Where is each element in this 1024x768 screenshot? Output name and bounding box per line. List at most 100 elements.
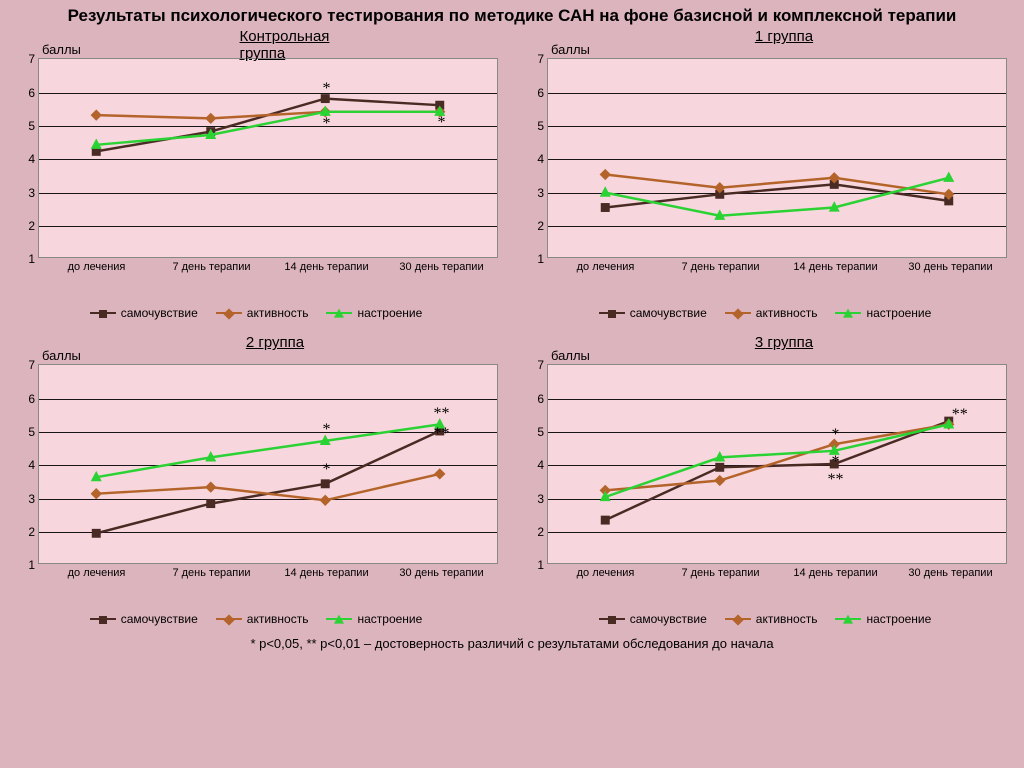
legend-swatch	[599, 618, 625, 620]
legend-swatch	[326, 312, 352, 314]
legend-item: настроение	[326, 306, 422, 320]
y-tick: 7	[537, 358, 548, 372]
chart-area: 1234567до лечения7 день терапии14 день т…	[8, 348, 504, 632]
panel-title: 2 группа	[246, 334, 304, 351]
series-svg	[39, 365, 497, 563]
y-tick: 2	[537, 525, 548, 539]
x-tick: 7 день терапии	[172, 257, 250, 273]
legend-item: активность	[725, 612, 818, 626]
legend-swatch	[725, 312, 751, 314]
chart-panel: 3 группабаллы1234567до лечения7 день тер…	[517, 334, 1016, 632]
y-tick: 5	[28, 119, 39, 133]
legend-label: настроение	[357, 612, 422, 626]
legend-swatch	[326, 618, 352, 620]
legend-marker	[334, 615, 344, 624]
legend-marker	[732, 615, 743, 626]
x-tick: 30 день терапии	[399, 257, 483, 273]
chart-area: 1234567до лечения7 день терапии14 день т…	[8, 42, 504, 326]
legend: самочувствие активность настроение	[8, 306, 504, 320]
y-tick: 2	[537, 219, 548, 233]
y-tick: 6	[537, 392, 548, 406]
y-tick: 3	[28, 186, 39, 200]
y-tick: 2	[28, 219, 39, 233]
footnote: * p<0,05, ** p<0,01 – достоверность разл…	[8, 636, 1016, 651]
x-tick: 7 день терапии	[681, 563, 759, 579]
series-svg	[548, 59, 1006, 257]
x-tick: до лечения	[577, 563, 635, 579]
chart-area: 1234567до лечения7 день терапии14 день т…	[517, 42, 1013, 326]
series-svg	[548, 365, 1006, 563]
legend-item: активность	[216, 306, 309, 320]
legend-swatch	[216, 312, 242, 314]
legend-marker	[223, 309, 234, 320]
legend-marker	[223, 615, 234, 626]
y-tick: 1	[28, 252, 39, 266]
y-tick: 3	[537, 186, 548, 200]
legend-marker	[99, 310, 107, 318]
legend-item: настроение	[835, 306, 931, 320]
legend-label: настроение	[866, 612, 931, 626]
x-tick: 30 день терапии	[399, 563, 483, 579]
x-tick: до лечения	[68, 563, 126, 579]
legend: самочувствие активность настроение	[517, 612, 1013, 626]
plot-region: 1234567до лечения7 день терапии14 день т…	[38, 364, 498, 564]
chart-area: 1234567до лечения7 день терапии14 день т…	[517, 348, 1013, 632]
legend-label: активность	[247, 612, 309, 626]
y-tick: 4	[537, 458, 548, 472]
y-tick: 5	[537, 119, 548, 133]
chart-grid: Контрольная группабаллы1234567до лечения…	[8, 28, 1016, 632]
chart-panel: Контрольная группабаллы1234567до лечения…	[8, 28, 507, 326]
x-tick: 30 день терапии	[908, 257, 992, 273]
x-tick: 14 день терапии	[793, 257, 877, 273]
y-tick: 3	[28, 492, 39, 506]
page: Результаты психологического тестирования…	[0, 0, 1024, 768]
legend-marker	[99, 616, 107, 624]
legend-item: активность	[216, 612, 309, 626]
legend-label: самочувствие	[630, 612, 707, 626]
main-title: Результаты психологического тестирования…	[8, 6, 1016, 26]
y-tick: 6	[28, 392, 39, 406]
y-tick: 4	[28, 458, 39, 472]
legend-swatch	[599, 312, 625, 314]
legend-marker	[732, 309, 743, 320]
y-tick: 1	[537, 252, 548, 266]
legend: самочувствие активность настроение	[517, 306, 1013, 320]
y-tick: 7	[28, 52, 39, 66]
chart-panel: 1 группабаллы1234567до лечения7 день тер…	[517, 28, 1016, 326]
legend-swatch	[90, 312, 116, 314]
legend-swatch	[90, 618, 116, 620]
legend-label: самочувствие	[121, 306, 198, 320]
x-tick: до лечения	[577, 257, 635, 273]
legend-marker	[843, 615, 853, 624]
x-tick: 30 день терапии	[908, 563, 992, 579]
legend: самочувствие активность настроение	[8, 612, 504, 626]
series-svg	[39, 59, 497, 257]
y-tick: 1	[537, 558, 548, 572]
y-tick: 2	[28, 525, 39, 539]
legend-item: настроение	[326, 612, 422, 626]
legend-swatch	[725, 618, 751, 620]
legend-item: самочувствие	[90, 612, 198, 626]
legend-label: активность	[247, 306, 309, 320]
plot-region: 1234567до лечения7 день терапии14 день т…	[38, 58, 498, 258]
legend-item: самочувствие	[599, 612, 707, 626]
legend-label: настроение	[866, 306, 931, 320]
legend-item: активность	[725, 306, 818, 320]
y-tick: 5	[28, 425, 39, 439]
x-tick: 7 день терапии	[172, 563, 250, 579]
legend-label: самочувствие	[630, 306, 707, 320]
y-tick: 6	[537, 86, 548, 100]
y-tick: 5	[537, 425, 548, 439]
plot-region: 1234567до лечения7 день терапии14 день т…	[547, 58, 1007, 258]
legend-marker	[608, 616, 616, 624]
x-tick: 7 день терапии	[681, 257, 759, 273]
panel-title: Контрольная группа	[240, 28, 330, 62]
x-tick: 14 день терапии	[284, 563, 368, 579]
legend-swatch	[835, 618, 861, 620]
plot-region: 1234567до лечения7 день терапии14 день т…	[547, 364, 1007, 564]
y-tick: 6	[28, 86, 39, 100]
y-tick: 4	[28, 152, 39, 166]
y-tick: 7	[537, 52, 548, 66]
legend-swatch	[835, 312, 861, 314]
legend-label: активность	[756, 306, 818, 320]
